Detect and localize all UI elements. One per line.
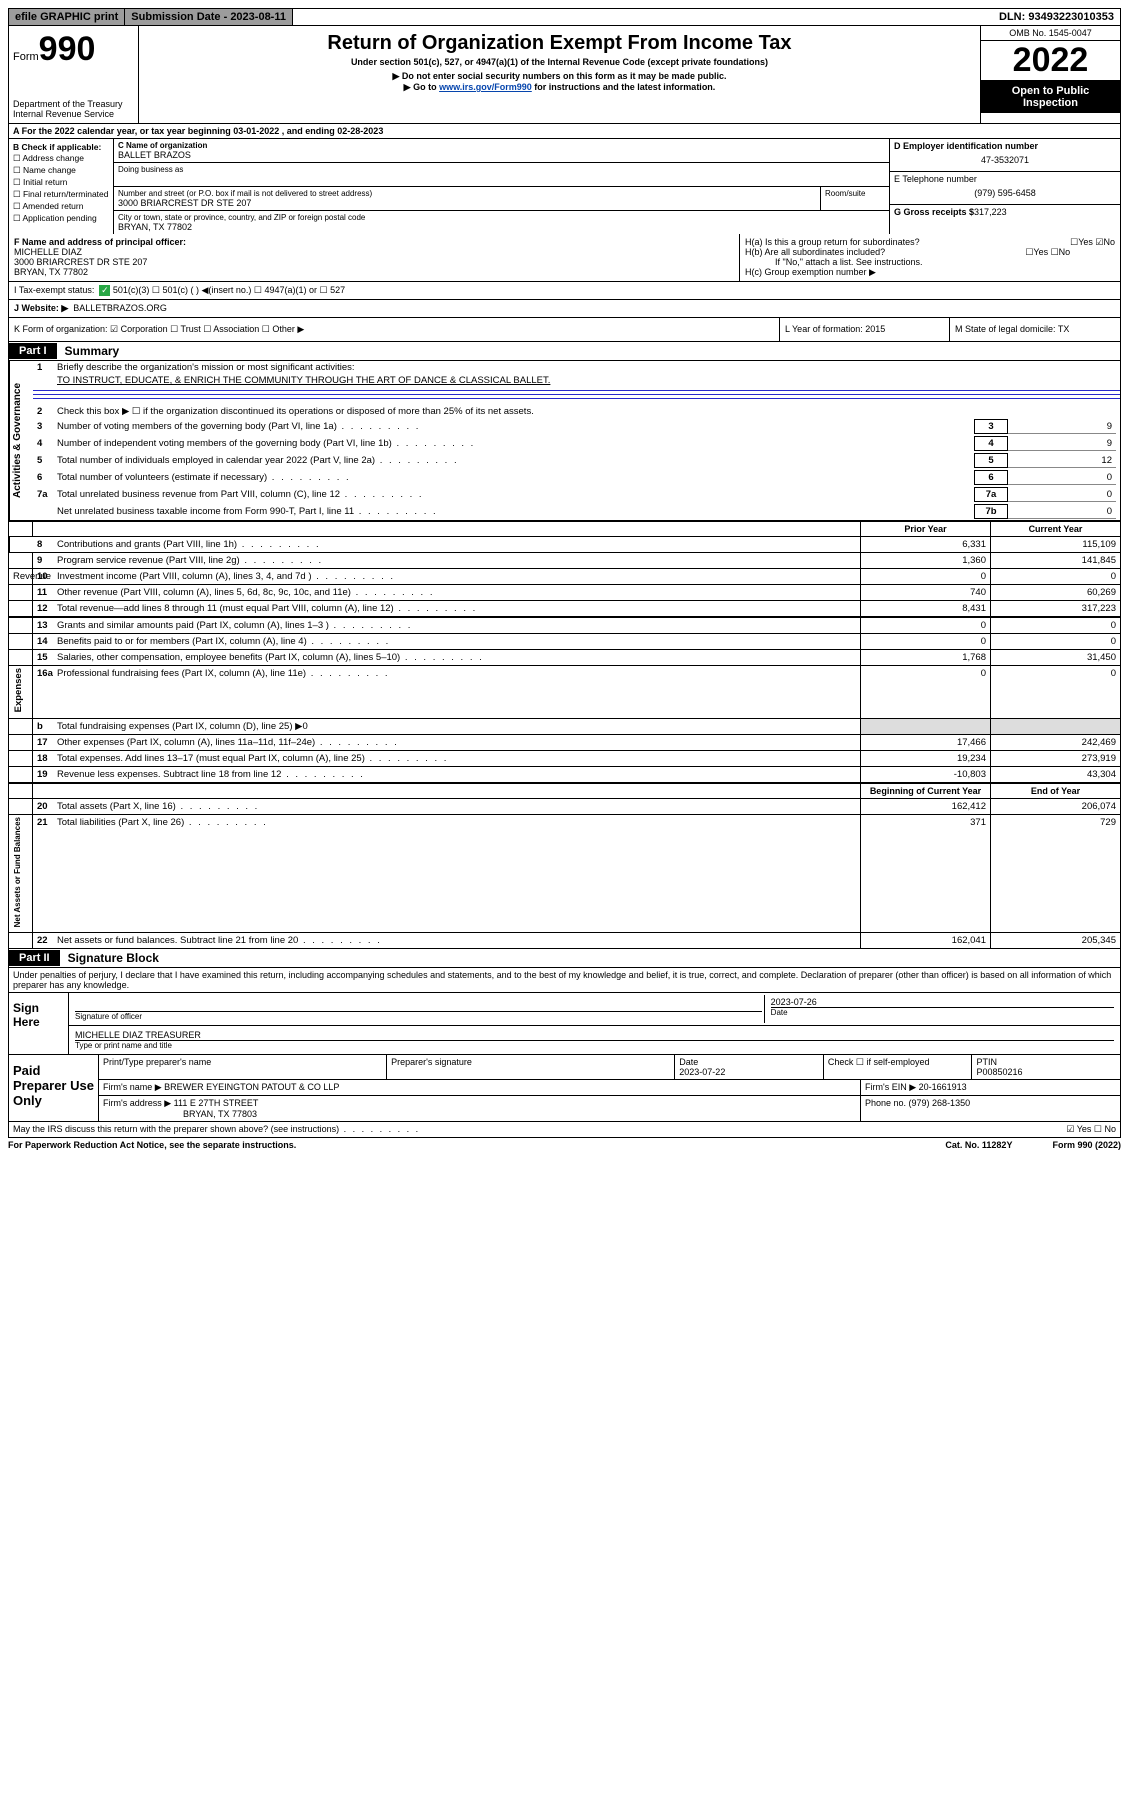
part2-header: Part II Signature Block xyxy=(8,949,1121,968)
ssn-note: ▶ Do not enter social security numbers o… xyxy=(143,71,976,82)
declaration-text: Under penalties of perjury, I declare th… xyxy=(8,968,1121,993)
ptin: P00850216 xyxy=(976,1067,1022,1077)
website: BALLETBRAZOS.ORG xyxy=(73,303,167,313)
gross-receipts: 317,223 xyxy=(974,207,1007,217)
tax-year: 2022 xyxy=(981,41,1120,81)
form-subtitle: Under section 501(c), 527, or 4947(a)(1)… xyxy=(143,57,976,67)
mission-text: TO INSTRUCT, EDUCATE, & ENRICH THE COMMU… xyxy=(57,375,1116,386)
city-state-zip: BRYAN, TX 77802 xyxy=(118,222,885,232)
form-title: Return of Organization Exempt From Incom… xyxy=(143,32,976,55)
officer-signature-name: MICHELLE DIAZ TREASURER xyxy=(75,1030,1114,1040)
dln: DLN: 93493223010353 xyxy=(993,9,1120,25)
governance-section: Activities & Governance 1Briefly describ… xyxy=(8,361,1121,521)
entity-info-grid: B Check if applicable: ☐ Address change … xyxy=(8,139,1121,234)
form-number: Form990 xyxy=(13,30,134,69)
link-note: ▶ Go to www.irs.gov/Form990 for instruct… xyxy=(143,82,976,93)
paid-preparer: Paid Preparer Use Only Print/Type prepar… xyxy=(8,1055,1121,1122)
org-name-address: C Name of organization BALLET BRAZOS Doi… xyxy=(114,139,890,234)
check-applicable: B Check if applicable: ☐ Address change … xyxy=(9,139,114,234)
status-website: I Tax-exempt status: ✓ 501(c)(3) ☐ 501(c… xyxy=(8,282,1121,318)
ein-phone-col: D Employer identification number 47-3532… xyxy=(890,139,1120,234)
telephone: (979) 595-6458 xyxy=(894,184,1116,202)
officer-name: MICHELLE DIAZ xyxy=(14,247,734,257)
firm-name: Firm's name ▶ BREWER EYEINGTON PATOUT & … xyxy=(99,1080,861,1095)
form-header: Form990 Department of the Treasury Inter… xyxy=(8,26,1121,124)
tax-year-row: A For the 2022 calendar year, or tax yea… xyxy=(8,124,1121,139)
dept-treasury: Department of the Treasury xyxy=(13,99,134,109)
ein: 47-3532071 xyxy=(894,151,1116,169)
org-name: BALLET BRAZOS xyxy=(118,150,885,160)
page-footer: For Paperwork Reduction Act Notice, see … xyxy=(8,1138,1121,1152)
revenue-expenses-net: Prior YearCurrent Year 8Contributions an… xyxy=(8,521,1121,949)
omb-number: OMB No. 1545-0047 xyxy=(981,26,1120,41)
form-org-row: K Form of organization: ☑ Corporation ☐ … xyxy=(8,318,1121,342)
top-bar: efile GRAPHIC print Submission Date - 20… xyxy=(8,8,1121,26)
street-address: 3000 BRIARCREST DR STE 207 xyxy=(118,198,816,208)
efile-print-button[interactable]: efile GRAPHIC print xyxy=(9,9,125,25)
sign-here: Sign Here Signature of officer 2023-07-2… xyxy=(8,993,1121,1055)
officer-group-row: F Name and address of principal officer:… xyxy=(8,234,1121,282)
open-inspection: Open to Public Inspection xyxy=(981,81,1120,113)
may-irs-discuss: May the IRS discuss this return with the… xyxy=(8,1122,1121,1138)
part1-header: Part I Summary xyxy=(8,342,1121,361)
submission-date: Submission Date - 2023-08-11 xyxy=(125,9,293,25)
sign-date: 2023-07-26 xyxy=(771,997,1114,1007)
check-icon: ✓ xyxy=(99,285,110,296)
irs-label: Internal Revenue Service xyxy=(13,109,134,119)
irs-link[interactable]: www.irs.gov/Form990 xyxy=(439,82,532,92)
